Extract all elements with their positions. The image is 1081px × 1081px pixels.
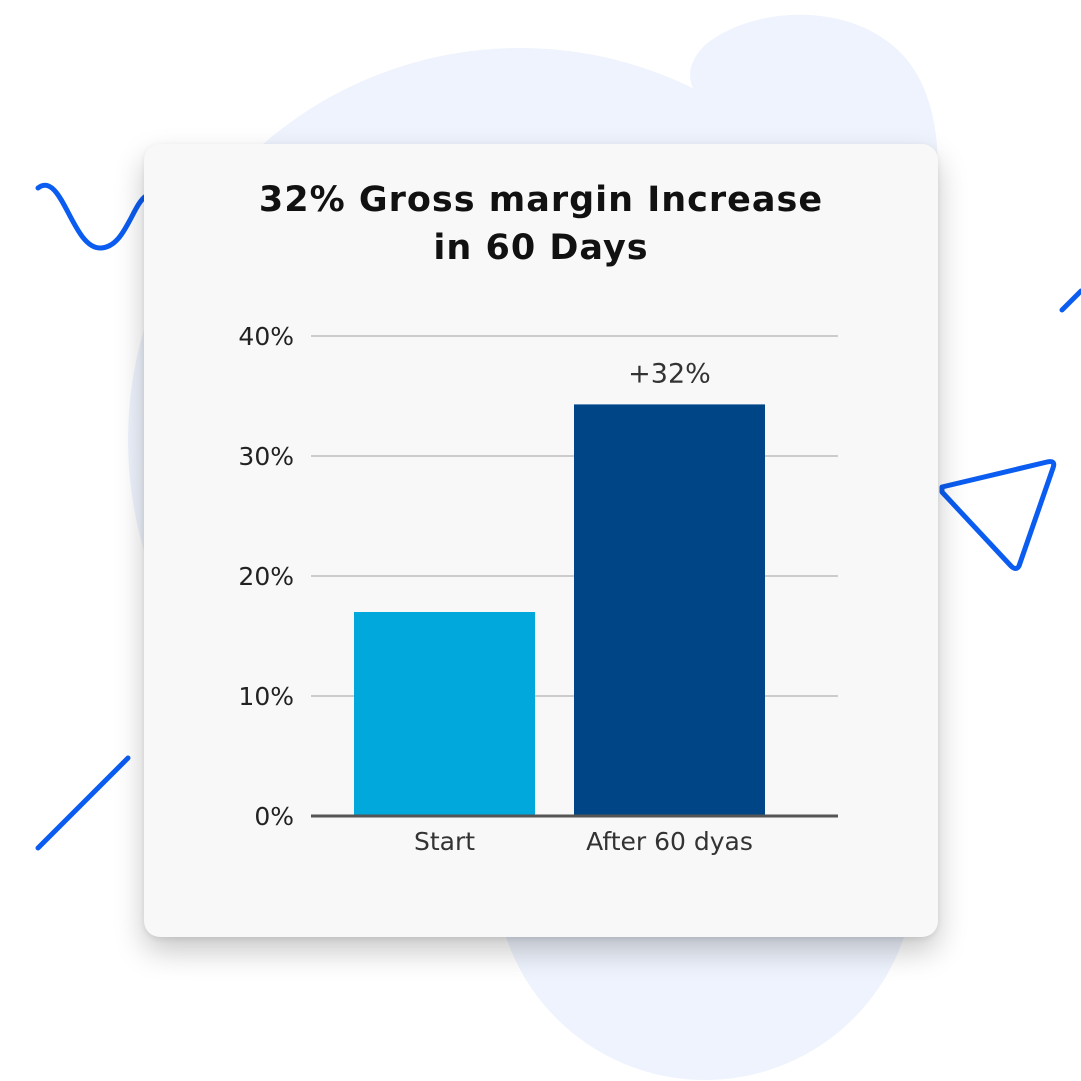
y-tick-label: 30%: [238, 442, 294, 471]
bar-chart: 0% 10% 20% 30% 40% Start After 60 dyas +32%: [238, 322, 838, 856]
chart-card: 32% Gross margin Increase in 60 Days 0% 1…: [144, 144, 938, 937]
bar-start: [354, 612, 535, 816]
x-category-label: Start: [414, 827, 475, 856]
y-tick-label: 10%: [238, 682, 294, 711]
bar-data-label: +32%: [628, 358, 711, 389]
y-tick-label: 0%: [254, 802, 294, 831]
diagonal-line-decoration-right: [1059, 288, 1081, 313]
bar-after-60-days: [574, 404, 765, 816]
triangle-decoration: [939, 459, 1057, 571]
x-category-label: After 60 dyas: [586, 827, 753, 856]
wave-decoration: [35, 182, 149, 251]
y-tick-label: 40%: [238, 322, 294, 351]
y-tick-label: 20%: [238, 562, 294, 591]
diagonal-line-decoration-left: [35, 755, 131, 851]
chart-title: 32% Gross margin Increase in 60 Days: [258, 180, 824, 268]
